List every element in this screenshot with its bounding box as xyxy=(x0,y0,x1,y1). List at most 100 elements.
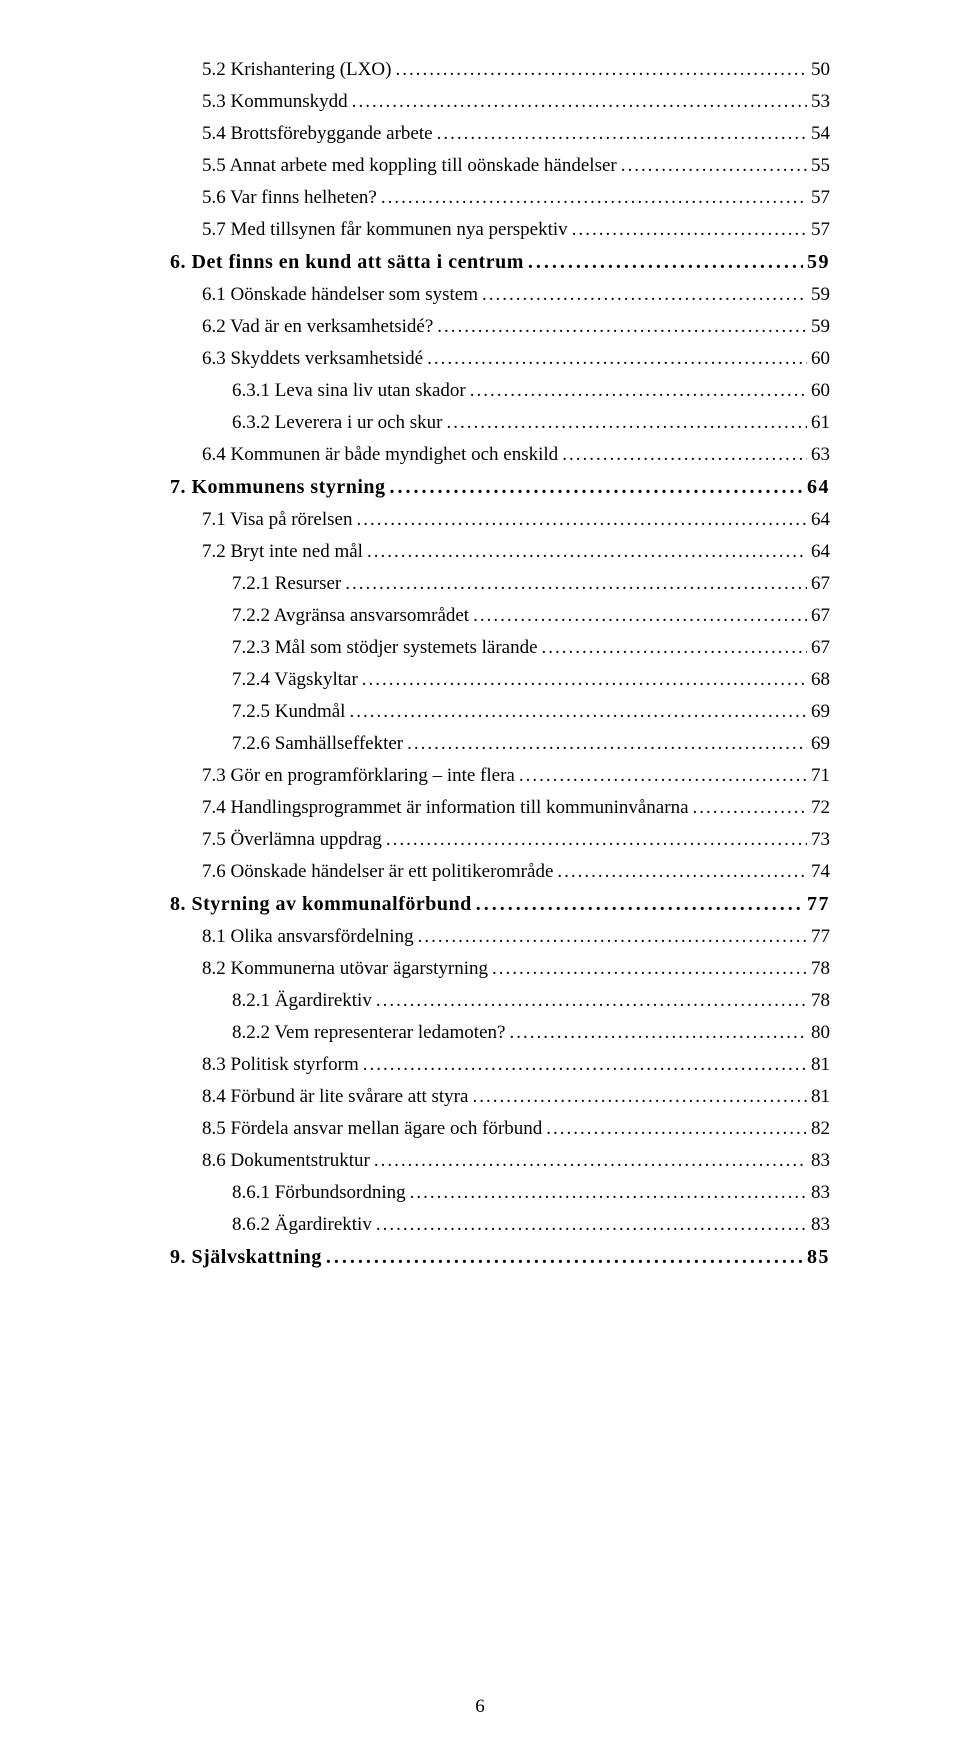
toc-entry: 7.2.3 Mål som stödjer systemets lärande.… xyxy=(170,638,830,657)
toc-entry-page: 67 xyxy=(811,638,830,657)
toc-entry-page: 50 xyxy=(811,60,830,79)
toc-entry-page: 59 xyxy=(811,317,830,336)
toc-entry-label: 6.4 Kommunen är både myndighet och enski… xyxy=(202,445,558,464)
toc-entry: 7.2.2 Avgränsa ansvarsområdet...........… xyxy=(170,606,830,625)
toc-entry: 7.1 Visa på rörelsen....................… xyxy=(170,510,830,529)
toc-entry-page: 78 xyxy=(811,959,830,978)
toc-leader-dots: ........................................… xyxy=(572,220,807,239)
toc-leader-dots: ........................................… xyxy=(362,670,807,689)
toc-entry-page: 80 xyxy=(811,1023,830,1042)
toc-entry-label: 5.6 Var finns helheten? xyxy=(202,188,377,207)
toc-entry-label: 8.1 Olika ansvarsfördelning xyxy=(202,927,414,946)
toc-entry: 8.2 Kommunerna utövar ägarstyrning......… xyxy=(170,959,830,978)
toc-entry: 6.3 Skyddets verksamhetsidé.............… xyxy=(170,349,830,368)
toc-leader-dots: ........................................… xyxy=(374,1151,807,1170)
toc-entry-page: 53 xyxy=(811,92,830,111)
table-of-contents: 5.2 Krishantering (LXO).................… xyxy=(170,60,830,1267)
toc-entry-label: 6.3 Skyddets verksamhetsidé xyxy=(202,349,423,368)
toc-leader-dots: ........................................… xyxy=(473,606,807,625)
toc-leader-dots: ........................................… xyxy=(693,798,807,817)
toc-leader-dots: ........................................… xyxy=(390,477,803,497)
toc-leader-dots: ........................................… xyxy=(557,862,807,881)
toc-leader-dots: ........................................… xyxy=(418,927,807,946)
toc-entry-label: 5.4 Brottsförebyggande arbete xyxy=(202,124,433,143)
toc-entry-page: 59 xyxy=(807,252,830,272)
toc-entry-label: 5.3 Kommunskydd xyxy=(202,92,348,111)
page-number: 6 xyxy=(0,1696,960,1718)
toc-leader-dots: ........................................… xyxy=(562,445,807,464)
toc-entry: 5.4 Brottsförebyggande arbete...........… xyxy=(170,124,830,143)
toc-entry-page: 61 xyxy=(811,413,830,432)
toc-entry: 9. Självskattning.......................… xyxy=(170,1247,830,1267)
toc-entry: 8.2.1 Ägardirektiv......................… xyxy=(170,991,830,1010)
toc-entry-page: 60 xyxy=(811,381,830,400)
toc-entry-label: 8. Styrning av kommunalförbund xyxy=(170,894,472,914)
toc-leader-dots: ........................................… xyxy=(519,766,807,785)
toc-entry-page: 81 xyxy=(811,1055,830,1074)
toc-entry-label: 6. Det finns en kund att sätta i centrum xyxy=(170,252,524,272)
toc-entry: 6.3.1 Leva sina liv utan skador.........… xyxy=(170,381,830,400)
toc-entry-page: 67 xyxy=(811,606,830,625)
toc-leader-dots: ........................................… xyxy=(352,92,807,111)
toc-entry-page: 67 xyxy=(811,574,830,593)
toc-entry-label: 7.6 Oönskade händelser är ett politikero… xyxy=(202,862,553,881)
toc-entry: 7.2.6 Samhällseffekter..................… xyxy=(170,734,830,753)
toc-entry-label: 6.3.2 Leverera i ur och skur xyxy=(232,413,443,432)
toc-entry: 8.6.2 Ägardirektiv......................… xyxy=(170,1215,830,1234)
toc-entry-label: 8.3 Politisk styrform xyxy=(202,1055,359,1074)
toc-entry-label: 7.3 Gör en programförklaring – inte fler… xyxy=(202,766,515,785)
toc-entry: 7.2.5 Kundmål...........................… xyxy=(170,702,830,721)
toc-entry-page: 57 xyxy=(811,188,830,207)
toc-entry-page: 74 xyxy=(811,862,830,881)
toc-entry: 5.6 Var finns helheten?.................… xyxy=(170,188,830,207)
toc-entry-page: 81 xyxy=(811,1087,830,1106)
toc-leader-dots: ........................................… xyxy=(349,702,807,721)
toc-leader-dots: ........................................… xyxy=(437,317,807,336)
toc-leader-dots: ........................................… xyxy=(407,734,807,753)
toc-entry: 6.3.2 Leverera i ur och skur............… xyxy=(170,413,830,432)
toc-entry-label: 7.2.1 Resurser xyxy=(232,574,341,593)
toc-entry-label: 9. Självskattning xyxy=(170,1247,322,1267)
toc-entry-page: 83 xyxy=(811,1151,830,1170)
toc-entry: 8.6 Dokumentstruktur....................… xyxy=(170,1151,830,1170)
toc-entry: 7.2 Bryt inte ned mål...................… xyxy=(170,542,830,561)
toc-entry: 7.2.4 Vägskyltar........................… xyxy=(170,670,830,689)
toc-leader-dots: ........................................… xyxy=(410,1183,807,1202)
toc-leader-dots: ........................................… xyxy=(492,959,807,978)
toc-leader-dots: ........................................… xyxy=(376,1215,807,1234)
toc-entry: 6.4 Kommunen är både myndighet och enski… xyxy=(170,445,830,464)
toc-entry-page: 85 xyxy=(807,1247,830,1267)
toc-entry-page: 82 xyxy=(811,1119,830,1138)
toc-entry: 8.2.2 Vem representerar ledamoten?......… xyxy=(170,1023,830,1042)
toc-entry-label: 7.2.2 Avgränsa ansvarsområdet xyxy=(232,606,469,625)
toc-entry-page: 60 xyxy=(811,349,830,368)
toc-entry: 7.5 Överlämna uppdrag...................… xyxy=(170,830,830,849)
toc-entry: 6. Det finns en kund att sätta i centrum… xyxy=(170,252,830,272)
toc-entry-label: 7.5 Överlämna uppdrag xyxy=(202,830,382,849)
toc-entry: 8.3 Politisk styrform...................… xyxy=(170,1055,830,1074)
toc-leader-dots: ........................................… xyxy=(542,638,807,657)
toc-entry-page: 77 xyxy=(811,927,830,946)
toc-entry-label: 8.5 Fördela ansvar mellan ägare och förb… xyxy=(202,1119,542,1138)
toc-leader-dots: ........................................… xyxy=(356,510,807,529)
toc-entry: 8.4 Förbund är lite svårare att styra...… xyxy=(170,1087,830,1106)
toc-entry-page: 59 xyxy=(811,285,830,304)
toc-entry-label: 7.2.4 Vägskyltar xyxy=(232,670,358,689)
toc-entry-label: 8.2.2 Vem representerar ledamoten? xyxy=(232,1023,505,1042)
toc-entry-label: 8.4 Förbund är lite svårare att styra xyxy=(202,1087,468,1106)
toc-entry-label: 5.2 Krishantering (LXO) xyxy=(202,60,391,79)
toc-entry: 8.1 Olika ansvarsfördelning.............… xyxy=(170,927,830,946)
toc-leader-dots: ........................................… xyxy=(528,252,803,272)
toc-entry: 7. Kommunens styrning...................… xyxy=(170,477,830,497)
toc-entry-label: 7.4 Handlingsprogrammet är information t… xyxy=(202,798,689,817)
toc-entry: 7.3 Gör en programförklaring – inte fler… xyxy=(170,766,830,785)
toc-entry: 5.7 Med tillsynen får kommunen nya persp… xyxy=(170,220,830,239)
toc-entry-page: 64 xyxy=(811,510,830,529)
toc-entry-page: 73 xyxy=(811,830,830,849)
toc-entry-page: 83 xyxy=(811,1215,830,1234)
toc-entry-label: 8.6.1 Förbundsordning xyxy=(232,1183,406,1202)
toc-leader-dots: ........................................… xyxy=(427,349,807,368)
toc-leader-dots: ........................................… xyxy=(482,285,807,304)
toc-entry-label: 7.2.5 Kundmål xyxy=(232,702,345,721)
toc-leader-dots: ........................................… xyxy=(437,124,807,143)
